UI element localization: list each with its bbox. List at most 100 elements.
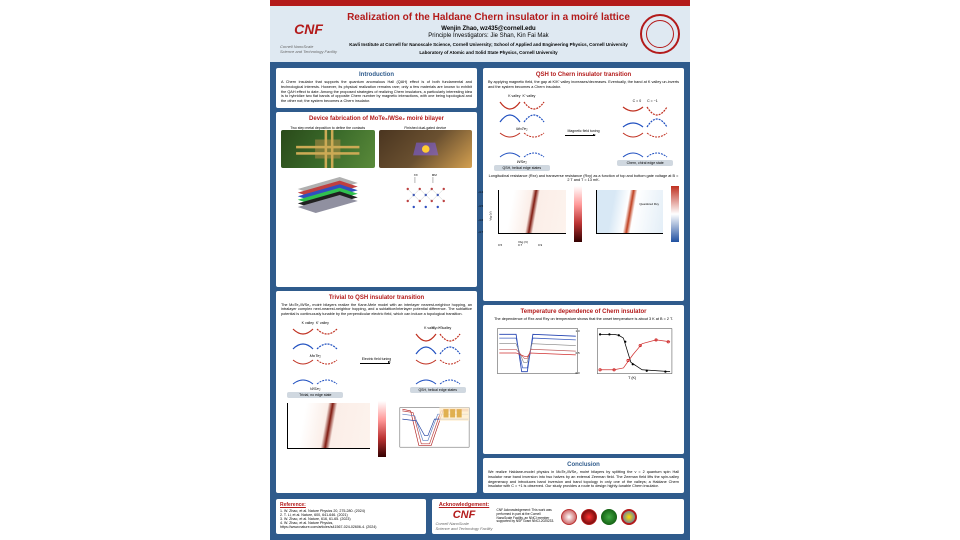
rxx-heatmap: Vtg (V) -4.4 -4.5 -4.6 -4.7 0.5 0.7 0.9 … bbox=[488, 186, 568, 242]
temp-xlabel: T (K) bbox=[628, 376, 636, 380]
ack-cnf: CNF bbox=[453, 509, 476, 521]
qsh-band-k bbox=[498, 98, 522, 126]
quantized: Quantized Rxy bbox=[639, 202, 659, 206]
temp-plot1 bbox=[488, 325, 582, 381]
sponsor-logo-3 bbox=[601, 509, 617, 525]
poster: CNF Cornell NanoScaleScience and Technol… bbox=[270, 0, 690, 540]
ylabel1: Vtg (V) bbox=[489, 211, 493, 220]
qsh-heading: QSH to Chern insulator transition bbox=[488, 72, 679, 78]
xt3: 0.9 bbox=[538, 243, 542, 247]
references: Reference: 1. W. Zhao, et al. Nature Phy… bbox=[276, 499, 426, 534]
chern-band-kp bbox=[645, 103, 669, 131]
band-trivial-k bbox=[291, 325, 315, 353]
band-qsh-k bbox=[414, 330, 438, 358]
trivial-plots bbox=[281, 401, 472, 457]
tyt1: 1.0 bbox=[576, 329, 580, 333]
layer-stack bbox=[281, 171, 375, 219]
intro-heading: Introduction bbox=[281, 72, 472, 78]
band3 bbox=[315, 358, 339, 386]
header-center: Realization of the Haldane Chern insulat… bbox=[345, 12, 632, 56]
lattice-diagram: XX MM bbox=[379, 171, 473, 219]
band-diagrams-2: K valley K' valley MoTe₂ WSe₂ bbox=[488, 93, 679, 171]
xx-label: XX bbox=[413, 173, 417, 177]
device-photo1 bbox=[281, 130, 375, 168]
conclusion-heading: Conclusion bbox=[488, 462, 679, 468]
tyt2: 0.5 bbox=[576, 351, 580, 355]
device-heading: Device fabrication of MoTe₂/WSe₂ moiré b… bbox=[281, 116, 472, 122]
right-column: QSH to Chern insulator transition By app… bbox=[483, 68, 684, 493]
acknowledgement: Acknowledgement: CNFCornell NanoScaleSci… bbox=[432, 499, 684, 534]
temp-panel: Temperature dependence of Chern insulato… bbox=[483, 305, 684, 454]
rxy-heatmap: Quantized Rxy bbox=[586, 186, 666, 242]
yt1: -4.4 bbox=[478, 190, 483, 194]
b8 bbox=[621, 131, 645, 159]
arrow-efield: Electric field tuning bbox=[360, 355, 393, 364]
footer: Reference: 1. W. Zhao, et al. Nature Phy… bbox=[270, 499, 690, 540]
b6 bbox=[498, 131, 522, 159]
trivial-heading: Trivial to QSH insulator transition bbox=[281, 295, 472, 301]
ref5: https://www.nature.com/articles/s41567-0… bbox=[280, 525, 422, 529]
ack-heading: Acknowledgement: bbox=[439, 502, 489, 508]
chern-band-k bbox=[621, 103, 645, 131]
ref-heading: Reference: bbox=[280, 502, 422, 508]
affil2: Laboratory of Atomic and Solid State Phy… bbox=[345, 50, 632, 56]
qsh-plot-caption: Longitudinal resistance (Rxx) and transv… bbox=[488, 174, 679, 183]
intro-text: A Chern insulator that supports the quan… bbox=[281, 80, 472, 104]
author: Wenjin Zhao, wz435@cornell.edu bbox=[345, 26, 632, 32]
band4 bbox=[414, 358, 438, 386]
trivial-text: The MoTe₂/WSe₂ moiré bilayers realize th… bbox=[281, 303, 472, 317]
trivial-cbar bbox=[378, 401, 386, 457]
device-schematic-row: XX MM bbox=[281, 171, 472, 219]
c-label: C = +1 bbox=[432, 326, 443, 330]
band2 bbox=[291, 358, 315, 386]
trivial-state2: QSH, helical edge states bbox=[410, 387, 466, 393]
trivial-heatmap bbox=[281, 401, 372, 457]
left-column: Introduction A Chern insulator that supp… bbox=[276, 68, 477, 493]
device-panel: Device fabrication of MoTe₂/WSe₂ moiré b… bbox=[276, 112, 477, 287]
sponsor-logo-1 bbox=[561, 509, 577, 525]
conclusion-text: We realize Haldane-model physics in MoTe… bbox=[488, 470, 679, 489]
b7 bbox=[522, 131, 546, 159]
device-photo2 bbox=[379, 130, 473, 168]
body: Introduction A Chern insulator that supp… bbox=[270, 62, 690, 499]
intro-panel: Introduction A Chern insulator that supp… bbox=[276, 68, 477, 108]
wse-l: WSe₂ bbox=[310, 386, 320, 391]
band-trivial-kp bbox=[315, 325, 339, 353]
band5 bbox=[438, 358, 462, 386]
sponsor-logo-4 bbox=[621, 509, 637, 525]
qsh-state1: QSH, helical edge states bbox=[494, 165, 550, 171]
yt4: -4.7 bbox=[478, 230, 483, 234]
rxx-cbar bbox=[574, 186, 582, 242]
trivial-panel: Trivial to QSH insulator transition The … bbox=[276, 291, 477, 493]
xlabel1: Vbg (V) bbox=[518, 240, 528, 244]
temp-heading: Temperature dependence of Chern insulato… bbox=[488, 309, 679, 315]
arrow-bfield: Magnetic field tuning bbox=[565, 127, 601, 136]
qsh-state2: Chern, chiral edge state bbox=[617, 160, 673, 166]
qsh-band-kp bbox=[522, 98, 546, 126]
header: CNF Cornell NanoScaleScience and Technol… bbox=[270, 6, 690, 62]
b9 bbox=[645, 131, 669, 159]
tyt3: 0.0 bbox=[576, 371, 580, 375]
yt2: -4.5 bbox=[478, 204, 483, 208]
cnf-logo: CNF Cornell NanoScaleScience and Technol… bbox=[280, 14, 337, 54]
device-images: Two step metal deposition to define the … bbox=[281, 125, 472, 168]
temp-plots: T (K) 1.0 0.5 0.0 bbox=[488, 325, 679, 381]
band-diagrams-1: K valley K' valley MoTe₂ WSe₂ bbox=[281, 320, 472, 398]
rxy-cbar bbox=[671, 186, 679, 242]
band-qsh-kp bbox=[438, 330, 462, 358]
xt1: 0.5 bbox=[498, 243, 502, 247]
cnf-subtitle: Cornell NanoScaleScience and Technology … bbox=[280, 44, 337, 54]
mm-label: MM bbox=[431, 173, 436, 177]
yt3: -4.6 bbox=[478, 218, 483, 222]
trivial-lineplot bbox=[390, 401, 472, 457]
pi: Principle Investigators: Jie Shan, Kin F… bbox=[345, 33, 632, 39]
sponsor-logo-2 bbox=[581, 509, 597, 525]
conclusion-panel: Conclusion We realize Haldane-model phys… bbox=[483, 458, 684, 493]
qsh-plots: Vtg (V) -4.4 -4.5 -4.6 -4.7 0.5 0.7 0.9 … bbox=[488, 186, 679, 242]
cnf-text: CNF bbox=[294, 21, 323, 37]
wse-r: WSe₂ bbox=[517, 159, 527, 164]
trivial-state1: Trivial, no edge state bbox=[287, 392, 343, 398]
qsh-text: By applying magnetic field, the gap at K… bbox=[488, 80, 679, 89]
title: Realization of the Haldane Chern insulat… bbox=[345, 12, 632, 24]
temp-text: The dependence of Rxx and Rxy on tempera… bbox=[488, 317, 679, 322]
